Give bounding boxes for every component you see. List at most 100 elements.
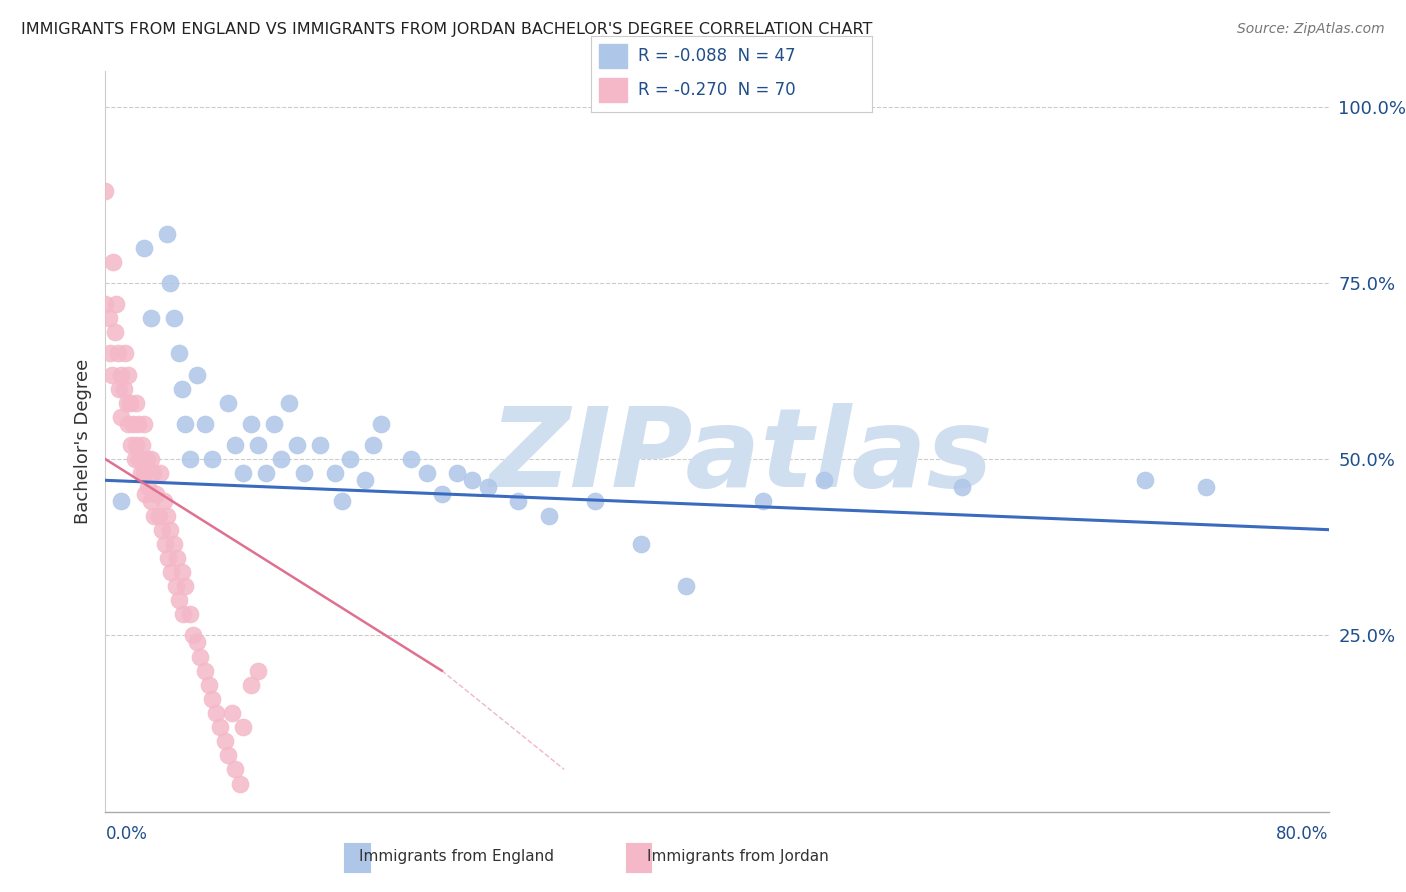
Point [254, 467, 277, 481]
Point [149, 467, 172, 481]
Point [94, 184, 117, 198]
Point [430, 487, 453, 501]
Bar [599, 44, 627, 69]
Point [332, 494, 354, 508]
Point [142, 467, 165, 481]
Point [167, 593, 190, 607]
Point [128, 452, 150, 467]
Point [165, 579, 187, 593]
Point [339, 452, 361, 467]
Text: 0.0%: 0.0% [105, 825, 148, 843]
Point [163, 537, 186, 551]
Text: R = -0.270  N = 70: R = -0.270 N = 70 [638, 81, 796, 99]
Point [201, 452, 224, 467]
Point [112, 382, 135, 396]
Point [361, 438, 384, 452]
Point [630, 537, 652, 551]
Point [132, 241, 155, 255]
Point [508, 494, 530, 508]
Point [163, 311, 186, 326]
Text: Source: ZipAtlas.com: Source: ZipAtlas.com [1237, 22, 1385, 37]
Point [122, 417, 145, 431]
Point [181, 628, 204, 642]
Point [105, 297, 128, 311]
Point [98, 346, 121, 360]
Point [239, 678, 262, 692]
Point [131, 438, 153, 452]
Point [117, 417, 139, 431]
Point [150, 523, 173, 537]
Point [159, 276, 181, 290]
Point [188, 649, 211, 664]
Point [229, 776, 252, 790]
Point [813, 473, 835, 487]
Point [97, 311, 120, 326]
Text: Immigrants from Jordan: Immigrants from Jordan [647, 849, 830, 863]
Point [120, 438, 142, 452]
Point [174, 579, 197, 593]
Point [174, 417, 197, 431]
Point [477, 480, 499, 494]
Point [370, 417, 392, 431]
Point [179, 607, 201, 622]
Point [583, 494, 606, 508]
Point [239, 417, 262, 431]
Point [292, 467, 315, 481]
Point [100, 368, 122, 382]
Point [107, 346, 129, 360]
Point [415, 467, 437, 481]
Point [217, 396, 239, 410]
Point [125, 438, 148, 452]
Text: 80.0%: 80.0% [1277, 825, 1329, 843]
Point [166, 550, 188, 565]
Point [118, 396, 141, 410]
Point [124, 452, 146, 467]
Point [950, 480, 973, 494]
Point [172, 607, 194, 622]
Point [117, 368, 139, 382]
Point [94, 297, 117, 311]
Point [1195, 480, 1218, 494]
Point [204, 706, 226, 720]
Point [537, 508, 560, 523]
Point [247, 438, 270, 452]
Point [114, 346, 136, 360]
Point [143, 508, 166, 523]
Point [125, 396, 148, 410]
Point [141, 452, 163, 467]
Point [308, 438, 330, 452]
Point [221, 706, 243, 720]
Point [101, 254, 124, 268]
Text: ZIPatlas: ZIPatlas [489, 403, 994, 510]
Point [446, 467, 468, 481]
Point [277, 396, 299, 410]
Point [224, 763, 246, 777]
Point [186, 368, 208, 382]
Point [675, 579, 697, 593]
Point [141, 494, 163, 508]
Point [232, 467, 254, 481]
Point [399, 452, 422, 467]
Point [115, 396, 138, 410]
Point [152, 494, 174, 508]
Point [179, 452, 201, 467]
Point [217, 748, 239, 763]
Point [170, 565, 193, 579]
Text: R = -0.088  N = 47: R = -0.088 N = 47 [638, 47, 796, 65]
Point [461, 473, 484, 487]
Point [247, 664, 270, 678]
Point [134, 487, 156, 501]
Point [136, 480, 159, 494]
Point [141, 311, 163, 326]
Point [110, 409, 132, 424]
Point [160, 565, 183, 579]
Point [186, 635, 208, 649]
Point [159, 523, 181, 537]
Point [104, 325, 127, 339]
Point [145, 487, 167, 501]
Point [323, 467, 346, 481]
Text: Immigrants from England: Immigrants from England [360, 849, 554, 863]
Point [232, 720, 254, 734]
Point [135, 452, 157, 467]
Point [127, 417, 149, 431]
